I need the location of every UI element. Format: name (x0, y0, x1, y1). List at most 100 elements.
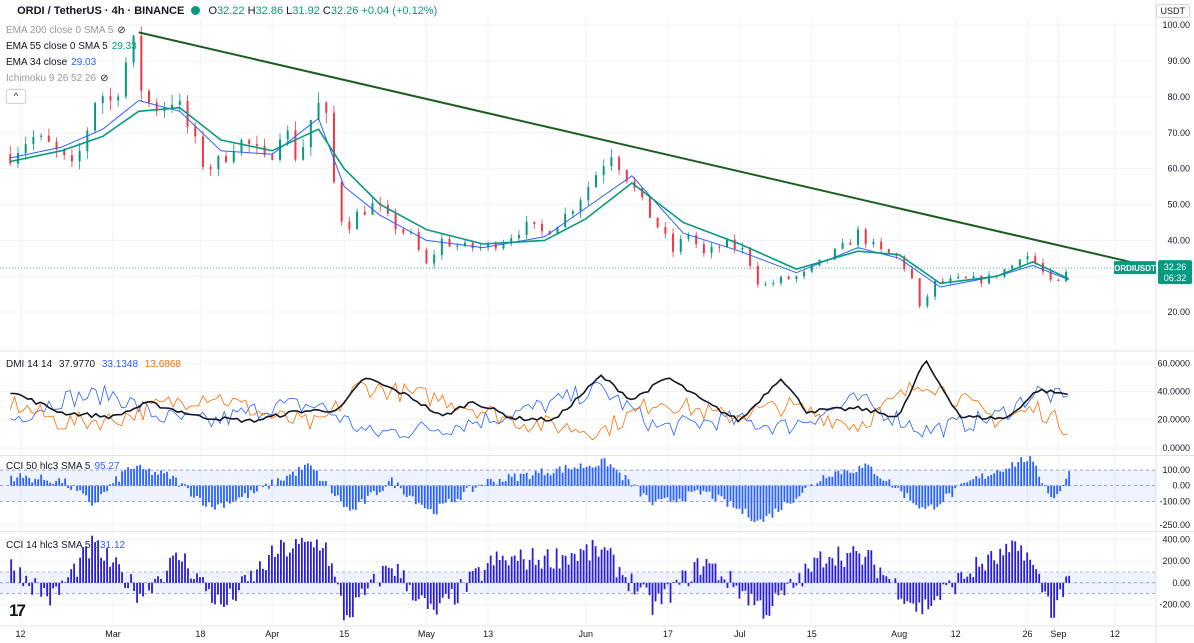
cci14-bar (262, 568, 264, 583)
cci14-bar (369, 579, 372, 583)
dmi-legend[interactable]: DMI 14 14 37.9770 33.1348 13.6868 (6, 359, 181, 370)
cci14-bar (199, 577, 201, 583)
cci14-bar (684, 570, 687, 583)
cci14-bar (624, 577, 627, 583)
cci50-bar (948, 485, 951, 494)
cci50-bar (558, 466, 561, 486)
candle-body (872, 241, 875, 245)
cci14-bar (49, 582, 52, 606)
cci14-bar (900, 582, 903, 599)
cci50-bar (193, 485, 195, 498)
cci14-bar (975, 557, 978, 583)
cci14-bar (420, 582, 423, 596)
indicator-ema55[interactable]: EMA 55 close 0 SMA 5 29.33 (6, 41, 137, 52)
time-axis-label: 15 (339, 629, 349, 639)
cci14-bar (181, 561, 183, 583)
cci14-bar (414, 582, 417, 601)
candle-body (487, 242, 490, 248)
currency-selector[interactable]: USDT (1155, 4, 1190, 18)
cci50-bar (471, 485, 474, 492)
cci14-bar (465, 582, 468, 592)
cci14-bar (747, 582, 750, 606)
symbol-tag (1114, 261, 1156, 275)
cci50-bar (741, 485, 744, 514)
candle-body (471, 242, 474, 249)
indicator-ema200[interactable]: EMA 200 close 0 SMA 5 ⊘ (6, 25, 126, 36)
candle-body (155, 102, 158, 112)
cci50-bar (738, 485, 741, 509)
cci50-bar (657, 485, 660, 500)
cci50-bar (702, 485, 705, 491)
candle-body (417, 232, 420, 250)
hidden-eye-icon[interactable]: ⊘ (117, 25, 126, 36)
candle-body (1065, 272, 1068, 282)
cci50-bar (618, 472, 621, 486)
cci14-bar (139, 582, 141, 594)
cci50-bar (109, 484, 111, 486)
cci14-bar (951, 582, 954, 588)
cci50-bar (64, 478, 67, 486)
time-axis-label: 12 (951, 629, 961, 639)
cci14-bar (435, 582, 438, 615)
cci14-bar (786, 582, 789, 584)
cci50-bar (348, 485, 351, 511)
candle-body (101, 96, 104, 104)
cci50-bar (351, 485, 354, 510)
cci14-bar (792, 582, 795, 588)
cci14-bar (1035, 569, 1038, 583)
cci50-bar (939, 485, 942, 505)
market-status-icon (191, 6, 201, 15)
cci14-bar (55, 582, 58, 587)
cci50-bar (483, 485, 486, 486)
cci50-bar (211, 485, 213, 508)
cci50-bar (492, 481, 495, 486)
price-axis-tick-label: 70.00 (1167, 128, 1190, 138)
cci50-bar (999, 471, 1002, 486)
cci50-bar (630, 485, 633, 487)
hidden-eye-icon[interactable]: ⊘ (100, 73, 109, 84)
cci50-bar (1017, 462, 1020, 486)
cci14-bar (825, 563, 828, 583)
cci14-bar (873, 564, 876, 583)
cci14-axis-tick-label: 400.00 (1162, 535, 1190, 545)
cci14-bar (148, 582, 150, 591)
cci50-bar (975, 476, 978, 486)
symbol-title[interactable]: ORDI / TetherUS · 4h · BINANCE (17, 5, 185, 17)
cci14-bar (960, 572, 963, 583)
cci14-bar (166, 570, 168, 583)
cci14-bar (672, 582, 675, 583)
cci50-bar (277, 478, 279, 486)
cci14-bar (1005, 543, 1008, 583)
cci50-bar (247, 485, 249, 499)
indicator-ichimoku[interactable]: Ichimoku 9 26 52 26 ⊘ (6, 73, 109, 84)
cci50-bar (678, 485, 681, 499)
cci50-bar (217, 485, 219, 505)
cci50-legend[interactable]: CCI 50 hlc3 SMA 5 95.27 (6, 461, 120, 472)
cci14-bar (429, 582, 432, 604)
cci14-bar (708, 563, 711, 583)
candle-body (810, 265, 813, 272)
cci14-bar (157, 576, 159, 583)
candle-body (348, 221, 351, 230)
cci14-bar (630, 573, 633, 583)
cci50-bar (19, 473, 22, 486)
cci50-bar (289, 474, 291, 486)
cci50-bar (516, 480, 519, 486)
cci14-bar (417, 582, 420, 600)
cci14-bar (327, 565, 330, 583)
cci50-bar (735, 485, 738, 509)
collapse-legend-button[interactable]: ^ (6, 89, 26, 104)
cci14-bar (85, 546, 88, 583)
cci14-bar (888, 578, 891, 583)
cci14-legend[interactable]: CCI 14 hlc3 SMA 5 131.12 (6, 540, 126, 551)
cci50-bar (576, 468, 579, 486)
indicator-ema34[interactable]: EMA 34 close 29.03 (6, 57, 97, 68)
cci14-bar (660, 582, 663, 605)
cci50-bar (675, 485, 678, 503)
cci14-bar (771, 582, 774, 607)
cci50-bar (43, 479, 46, 486)
cci14-bar (654, 582, 657, 602)
cci14-bar (702, 566, 705, 583)
cci14-bar (966, 576, 969, 583)
